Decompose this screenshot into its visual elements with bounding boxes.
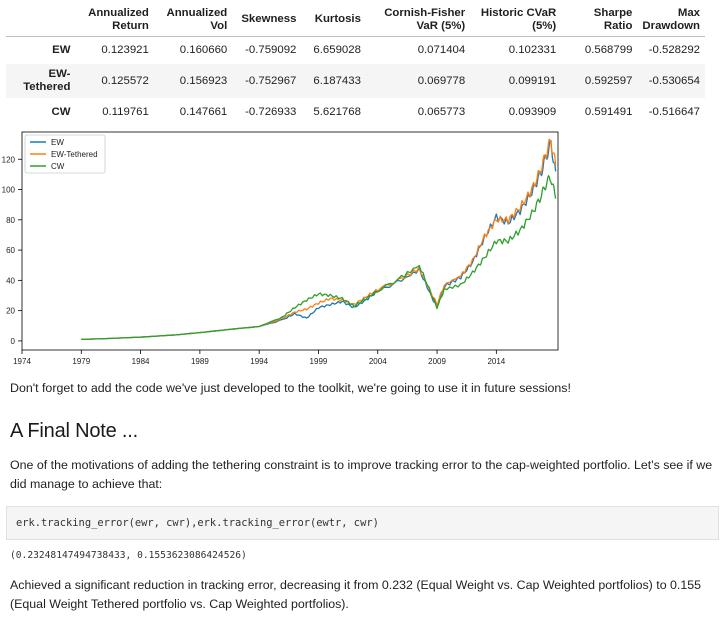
table-row: CW 0.119761 0.147661 -0.726933 5.621768 … xyxy=(6,98,705,126)
paragraph-conclusion: Achieved a significant reduction in trac… xyxy=(10,578,702,611)
x-tick-label: 2004 xyxy=(369,357,387,366)
column-header: Historic CVaR (5%) xyxy=(470,4,562,37)
table-cell: 6.187433 xyxy=(313,75,361,87)
column-header: Skewness xyxy=(232,4,302,37)
table-cell: -0.516647 xyxy=(648,106,700,118)
table-cell: 0.102331 xyxy=(508,44,557,57)
table-cell: 0.119761 xyxy=(102,106,149,118)
table-cell: 5.621768 xyxy=(313,106,361,118)
line-chart: 1974 1979 1984 1989 1994 1999 2004 2009 2014 0 20 4… xyxy=(2,131,559,366)
column-header: Annualized Return xyxy=(75,4,154,37)
table-cell: 0.147661 xyxy=(179,106,228,118)
row-label: CW xyxy=(51,105,71,118)
series-line-cw xyxy=(81,175,557,341)
y-tick-label: 120 xyxy=(2,155,16,164)
table-cell: -0.726933 xyxy=(245,106,297,118)
plot-frame xyxy=(21,131,559,351)
table-cell: 0.125572 xyxy=(101,75,149,87)
x-tick-label: 1989 xyxy=(191,357,209,366)
chart-legend: EW EW-Tethered CW xyxy=(24,134,106,174)
code-text: erk.tracking_error(ewr, cwr),erk.trackin… xyxy=(16,517,379,529)
y-tick-label: 80 xyxy=(6,216,15,225)
y-tick-label: 60 xyxy=(6,246,15,255)
table-cell: -0.528292 xyxy=(648,44,700,57)
table-cell: 0.071404 xyxy=(417,44,466,57)
table-cell: 0.591491 xyxy=(584,106,633,118)
legend-label-ew-tethered: EW-Tethered xyxy=(51,150,98,159)
x-tick-label: 1984 xyxy=(132,357,150,366)
table-header-row: Annualized Return Annualized Vol Skewness … xyxy=(6,4,705,37)
x-tick-label: 1974 xyxy=(13,357,31,366)
column-header: Cornish-Fisher VaR (5%) xyxy=(365,4,471,37)
section-heading: A Final Note ... xyxy=(10,420,138,442)
table-cell: 0.065773 xyxy=(417,106,466,118)
x-tick-label: 1994 xyxy=(250,357,268,366)
table-cell: 0.156923 xyxy=(179,75,228,87)
table-cell: 0.160660 xyxy=(179,44,228,57)
table-cell: 0.568799 xyxy=(584,44,633,57)
x-tick-label: 1979 xyxy=(72,357,90,366)
y-tick-label: 40 xyxy=(6,276,15,285)
table-cell: -0.530654 xyxy=(648,75,700,87)
x-tick-label: 2009 xyxy=(428,357,446,366)
legend-label-cw: CW xyxy=(51,162,65,171)
legend-label-ew: EW xyxy=(51,138,64,147)
code-output: (0.23248147494738433, 0.1553623086424526… xyxy=(10,550,247,561)
table-cell: 0.123921 xyxy=(101,44,149,57)
table-cell: 0.093909 xyxy=(508,106,557,118)
x-tick-label: 2014 xyxy=(487,357,505,366)
x-tick-label: 1999 xyxy=(310,357,328,366)
table-row: EW 0.123921 0.160660 -0.759092 6.659028 … xyxy=(6,36,705,64)
table-cell: -0.752967 xyxy=(245,75,297,87)
y-tick-label: 100 xyxy=(2,186,16,195)
column-header: Kurtosis xyxy=(301,4,366,37)
row-label: EW- Tethered xyxy=(23,68,71,93)
axis-layer: 1974 1979 1984 1989 1994 1999 2004 2009 2014 0 20 4… xyxy=(2,155,506,366)
column-header: Max Drawdown xyxy=(637,4,705,37)
stats-table: Annualized Return Annualized Vol Skewness … xyxy=(6,4,705,126)
paragraph-motivation: One of the motivations of adding the tet… xyxy=(10,458,713,491)
column-header: Annualized Vol xyxy=(153,4,233,37)
code-cell[interactable]: erk.tracking_error(ewr, cwr),erk.trackin… xyxy=(6,506,719,540)
legend-box xyxy=(24,134,106,174)
y-tick-label: 0 xyxy=(11,337,16,346)
table-row: EW- Tethered 0.125572 0.156923 -0.752967 … xyxy=(6,64,705,98)
y-tick-label: 20 xyxy=(6,307,15,316)
column-header: Sharpe Ratio xyxy=(561,4,638,37)
paragraph-toolkit-note: Don't forget to add the code we've just … xyxy=(10,381,571,395)
table-cell: 0.069778 xyxy=(417,75,466,87)
table-cell: 0.099191 xyxy=(508,75,557,87)
table-cell: 0.592597 xyxy=(584,75,633,87)
index-header xyxy=(6,4,76,37)
row-label: EW xyxy=(52,43,71,56)
table-cell: 6.659028 xyxy=(313,44,361,57)
table-cell: -0.759092 xyxy=(245,44,297,57)
series-layer xyxy=(81,138,557,341)
